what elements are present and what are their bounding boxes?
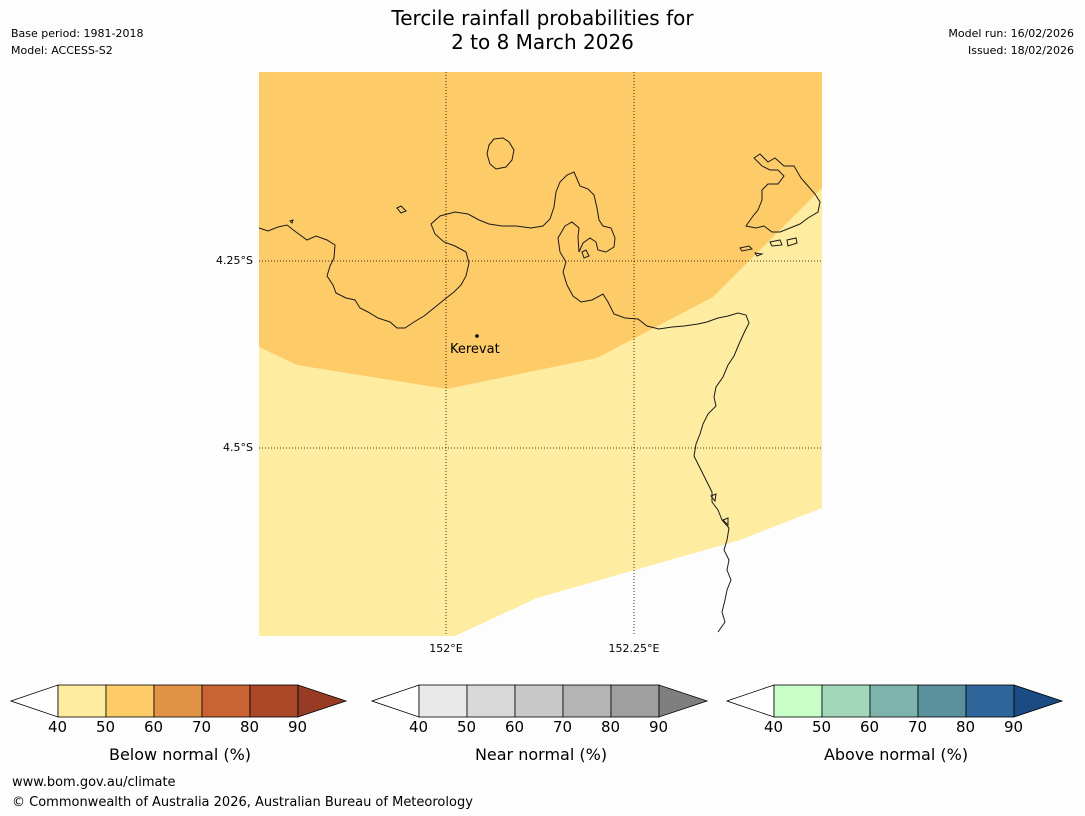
model-run: Model run: 16/02/2026	[948, 27, 1074, 40]
lon-label-1: 152°E	[429, 642, 463, 655]
town-marker	[475, 334, 479, 338]
tick-40: 40	[764, 718, 784, 736]
lat-label-1: 4.25°S	[216, 254, 253, 267]
tick-90: 90	[288, 718, 308, 736]
lon-label-2: 152.25°E	[608, 642, 660, 655]
island-8	[710, 493, 717, 503]
tick-70: 70	[192, 718, 212, 736]
coastline	[258, 137, 821, 633]
footer-copyright: © Commonwealth of Australia 2026, Austra…	[12, 795, 473, 810]
island-5	[753, 252, 764, 257]
island-7	[786, 237, 798, 247]
colorbar-segment	[418, 684, 468, 718]
island-10	[289, 219, 294, 224]
town-label: Kerevat	[450, 342, 500, 357]
colorbar-high-extension	[297, 684, 348, 718]
colorbar-segment	[249, 684, 299, 718]
footer-url: www.bom.gov.au/climate	[12, 775, 176, 790]
meta-left: Base period: 1981-2018 Model: ACCESS-S2	[11, 25, 143, 59]
tick-60: 60	[860, 718, 880, 736]
colorbar-segment	[466, 684, 516, 718]
colorbar-segment	[153, 684, 203, 718]
tick-50: 50	[96, 718, 116, 736]
meta-right: Model run: 16/02/2026 Issued: 18/02/2026	[948, 25, 1074, 59]
tick-60: 60	[505, 718, 525, 736]
issued-date: Issued: 18/02/2026	[967, 44, 1074, 57]
colorbar-above: 40 50 60 70 80 90 Above normal (%)	[725, 684, 1066, 774]
colorbar-low-extension	[725, 684, 775, 718]
coastline-main	[258, 171, 750, 633]
island-4	[739, 245, 754, 252]
colorbar-segment	[917, 684, 967, 718]
tick-80: 80	[956, 718, 976, 736]
colorbar-segment	[773, 684, 823, 718]
chart-title: Tercile rainfall probabilities for 2 to …	[0, 6, 1085, 54]
colorbar-low-extension	[370, 684, 420, 718]
tick-60: 60	[144, 718, 164, 736]
colorbar-segment	[514, 684, 564, 718]
colorbar-segment	[562, 684, 612, 718]
tick-40: 40	[48, 718, 68, 736]
duke-of-york	[745, 153, 821, 233]
model-name: Model: ACCESS-S2	[11, 44, 113, 57]
colorbar-near: 40 50 60 70 80 90 Near normal (%)	[370, 684, 711, 774]
tick-70: 70	[908, 718, 928, 736]
colorbar-segment	[201, 684, 251, 718]
colorbar-above-scale	[725, 684, 1064, 718]
title-line-1: Tercile rainfall probabilities for	[391, 6, 694, 30]
no-data-region	[455, 508, 822, 636]
colorbar-segment	[821, 684, 871, 718]
colorbar-below-scale	[9, 684, 348, 718]
tick-50: 50	[457, 718, 477, 736]
island-9	[722, 517, 729, 527]
tick-90: 90	[649, 718, 669, 736]
island-6	[769, 239, 783, 247]
colorbar-below: 40 50 60 70 80 90 Below normal (%)	[9, 684, 350, 774]
island-2	[396, 205, 407, 214]
colorbar-high-extension	[658, 684, 709, 718]
tick-80: 80	[240, 718, 260, 736]
colorbar-near-scale	[370, 684, 709, 718]
island-1	[486, 137, 515, 170]
tick-80: 80	[601, 718, 621, 736]
tick-70: 70	[553, 718, 573, 736]
colorbar-near-title: Near normal (%)	[474, 745, 608, 764]
title-line-2: 2 to 8 March 2026	[451, 30, 634, 54]
colorbar-below-title: Below normal (%)	[108, 745, 252, 764]
colorbar-above-title: Above normal (%)	[823, 745, 969, 764]
colorbar-segment	[610, 684, 660, 718]
gridlines	[259, 72, 822, 636]
below-50-60-region	[259, 72, 822, 389]
island-3	[581, 249, 590, 259]
lat-label-2: 4.5°S	[223, 441, 253, 454]
tick-50: 50	[812, 718, 832, 736]
colorbar-low-extension	[9, 684, 59, 718]
tick-90: 90	[1004, 718, 1024, 736]
colorbar-segment	[105, 684, 155, 718]
colorbar-high-extension	[1013, 684, 1064, 718]
colorbar-segment	[965, 684, 1015, 718]
base-period: Base period: 1981-2018	[11, 27, 144, 40]
tick-40: 40	[409, 718, 429, 736]
colorbar-segment	[57, 684, 107, 718]
colorbar-segment	[869, 684, 919, 718]
